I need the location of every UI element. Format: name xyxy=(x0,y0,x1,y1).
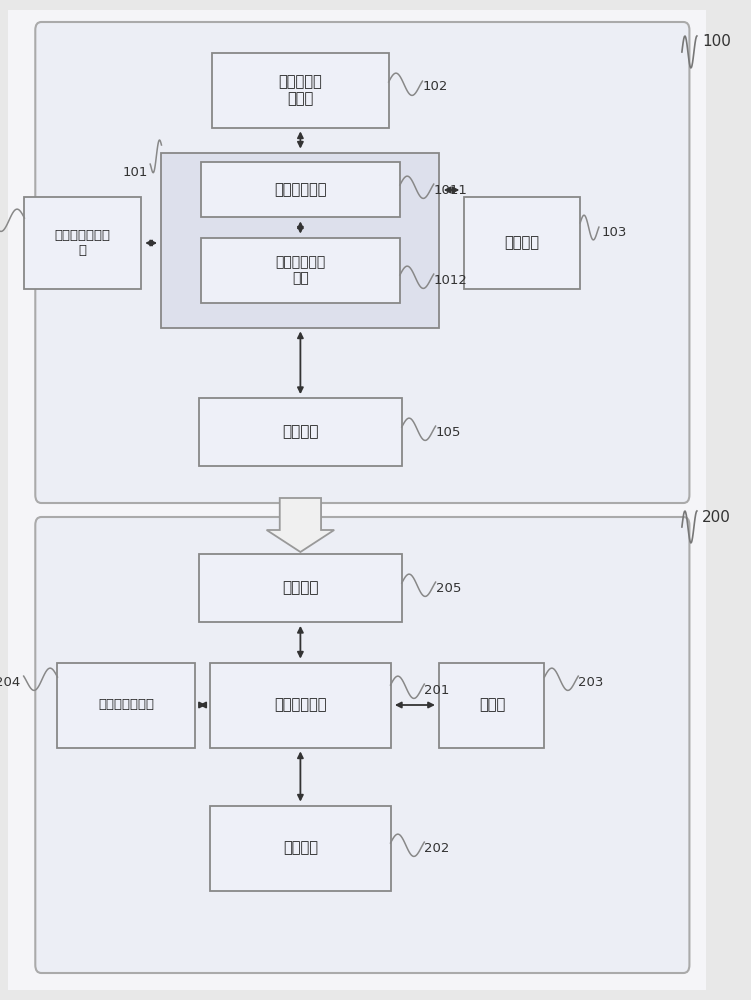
FancyBboxPatch shape xyxy=(58,662,195,748)
Text: 接口单元: 接口单元 xyxy=(282,424,318,440)
Text: 成像引擎: 成像引擎 xyxy=(283,840,318,856)
Text: 虛拟数据产生单
元: 虛拟数据产生单 元 xyxy=(55,229,110,257)
FancyBboxPatch shape xyxy=(161,153,439,328)
Text: 数据渲染单元: 数据渲染单元 xyxy=(274,182,327,198)
Text: 成像控制单元: 成像控制单元 xyxy=(274,698,327,712)
Polygon shape xyxy=(267,498,334,552)
Text: 200: 200 xyxy=(702,510,731,524)
FancyBboxPatch shape xyxy=(210,662,391,748)
Text: 205: 205 xyxy=(436,582,461,594)
Text: 201: 201 xyxy=(424,684,450,696)
FancyBboxPatch shape xyxy=(210,806,391,891)
FancyBboxPatch shape xyxy=(35,22,689,503)
Text: 数据发送控制
单元: 数据发送控制 单元 xyxy=(276,255,325,285)
Text: 103: 103 xyxy=(601,227,626,239)
Text: 1011: 1011 xyxy=(434,184,468,196)
Text: 打印机存储单元: 打印机存储单元 xyxy=(98,698,154,712)
Text: 计时器: 计时器 xyxy=(479,698,505,712)
Text: 接口单元: 接口单元 xyxy=(282,580,318,595)
FancyBboxPatch shape xyxy=(8,10,706,990)
Text: 204: 204 xyxy=(0,676,20,688)
FancyBboxPatch shape xyxy=(201,237,400,302)
Text: 105: 105 xyxy=(436,426,461,438)
FancyBboxPatch shape xyxy=(213,52,389,127)
Text: 202: 202 xyxy=(424,842,450,854)
Text: 101: 101 xyxy=(122,165,148,178)
Text: 1012: 1012 xyxy=(434,273,468,286)
FancyBboxPatch shape xyxy=(199,554,402,622)
Text: 监控单元: 监控单元 xyxy=(505,235,539,250)
FancyBboxPatch shape xyxy=(439,662,544,748)
FancyBboxPatch shape xyxy=(199,398,402,466)
Text: 203: 203 xyxy=(578,676,604,688)
FancyBboxPatch shape xyxy=(201,162,400,217)
Text: 102: 102 xyxy=(423,81,448,94)
FancyBboxPatch shape xyxy=(463,197,580,289)
Text: 100: 100 xyxy=(702,34,731,49)
Text: 应用程序存
储单元: 应用程序存 储单元 xyxy=(279,74,322,106)
FancyBboxPatch shape xyxy=(25,197,141,289)
Text: 数据处理单元: 数据处理单元 xyxy=(274,165,327,180)
FancyBboxPatch shape xyxy=(35,517,689,973)
